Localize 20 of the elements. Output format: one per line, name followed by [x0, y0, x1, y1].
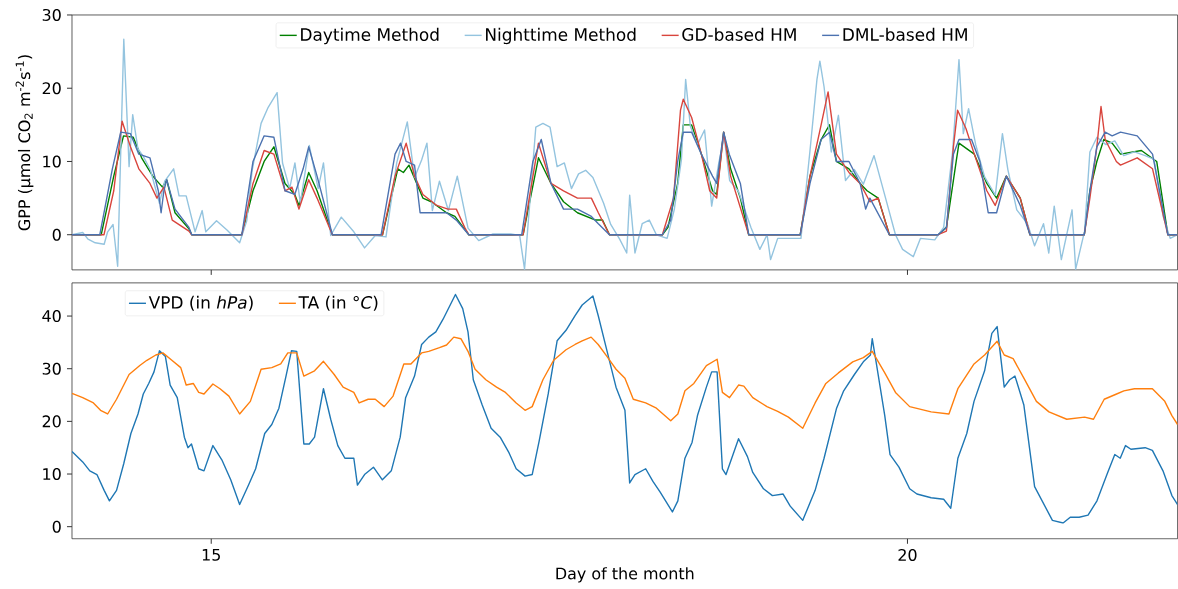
legend-label: DML-based HM [843, 27, 967, 42]
line-series [71, 336, 1178, 430]
y-tick-label: 10 [43, 155, 61, 168]
legend-label: GD-based HM [682, 27, 796, 42]
legend-label: Daytime Method [301, 27, 439, 45]
y-tick-label: 20 [42, 415, 61, 428]
y-tick-label: 0 [52, 520, 61, 533]
line-series [71, 293, 1178, 524]
y-tick-label: 10 [43, 468, 61, 481]
y-tick-label: 0 [52, 228, 61, 241]
y-tick-label: 30 [42, 362, 61, 375]
y-tick-label: 30 [42, 9, 61, 22]
legend-label: Nighttime Method [486, 27, 636, 45]
legend-label: TA (in °C) [298, 295, 378, 311]
y-axis-title: GPP (µmol CO$_{2}$ m$^{-2}$s$^{-1}$) [15, 55, 34, 231]
legend-label: VPD (in hPa) [148, 295, 253, 311]
x-axis-title: Day of the month [556, 567, 694, 583]
y-tick-label: 20 [42, 82, 61, 95]
x-tick-label: 15 [202, 549, 220, 561]
y-tick-label: 40 [42, 310, 61, 323]
